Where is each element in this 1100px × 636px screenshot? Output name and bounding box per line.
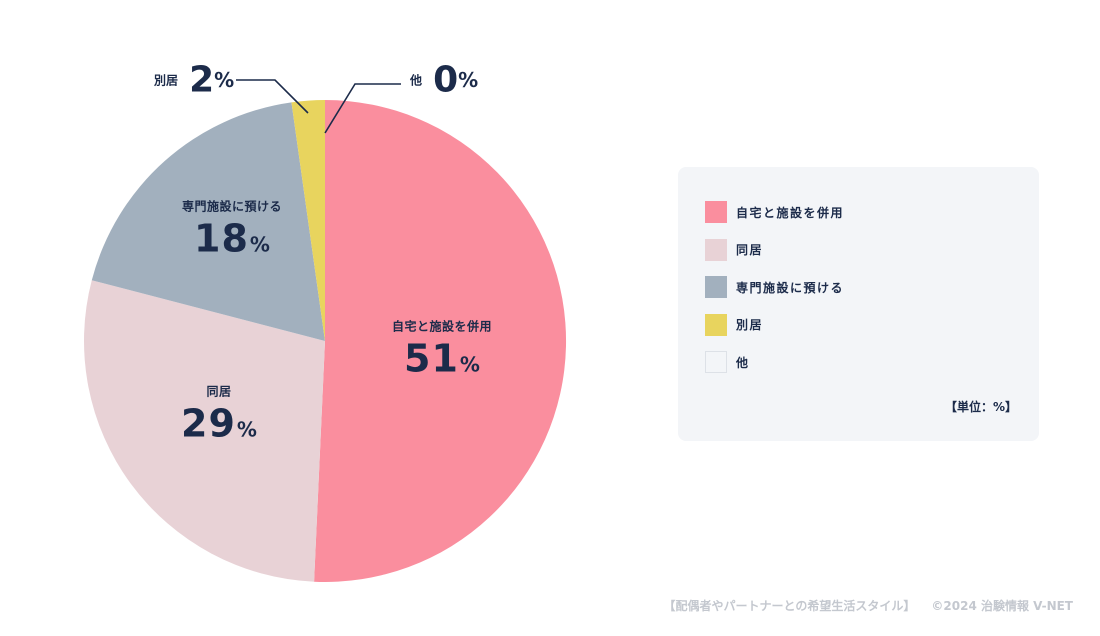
slice-name: 専門施設に預ける (181, 199, 283, 214)
callout-name: 他 (410, 73, 423, 88)
legend-label: 専門施設に預ける (736, 280, 845, 295)
slice-percent: 51 (404, 336, 459, 381)
footer-caption: 【配偶者やパートナーとの希望生活スタイル】 ©2024 治験情報 V-NET (648, 597, 1073, 614)
callout-separate: 別居 2% (154, 60, 234, 101)
legend-unit-note: 【単位：%】 (944, 400, 1017, 414)
leader-line-separate (236, 79, 309, 114)
legend-label: 他 (736, 355, 750, 370)
pie-slice-3 (291, 100, 325, 341)
legend-list: 自宅と施設を併用 同居 専門施設に預ける 別居 他 (705, 201, 844, 389)
slice-label-cohabit: 同居 29% (181, 383, 257, 446)
slice-percent: 29 (181, 401, 236, 446)
legend-swatch (705, 201, 727, 223)
legend-swatch (705, 351, 727, 373)
legend-item: 専門施設に預ける (705, 276, 844, 298)
pie-slice-2 (91, 102, 325, 341)
callout-name: 別居 (154, 73, 179, 88)
legend: 自宅と施設を併用 同居 専門施設に預ける 別居 他 【単位：%】 (678, 167, 1039, 441)
callout-other: 他 0% (410, 60, 478, 101)
legend-item: 自宅と施設を併用 (705, 201, 844, 223)
legend-swatch (705, 238, 727, 261)
slice-unit: % (249, 232, 270, 257)
legend-item: 別居 (705, 313, 844, 336)
slice-unit: % (236, 417, 257, 442)
pie-slice-0 (314, 100, 567, 582)
legend-label: 自宅と施設を併用 (736, 205, 845, 220)
footer-copyright: ©2024 治験情報 V-NET (931, 599, 1073, 613)
callout-percent: 2 (189, 59, 215, 101)
pie-slice-1 (83, 280, 325, 582)
slice-name: 同居 (206, 384, 232, 399)
leader-line-other (324, 83, 401, 134)
slice-percent: 18 (194, 216, 249, 261)
callout-unit: % (214, 68, 235, 92)
slice-unit: % (459, 352, 480, 377)
legend-swatch (705, 313, 727, 336)
legend-label: 同居 (736, 243, 764, 257)
pie-chart: 自宅と施設を併用 51% 同居 29% 専門施設に預ける 18% 別居 2% 他… (83, 60, 567, 582)
slice-name: 自宅と施設を併用 (391, 319, 493, 334)
legend-item: 同居 (705, 238, 844, 261)
pie-chart-svg (83, 79, 567, 582)
legend-label: 別居 (736, 318, 764, 332)
footer-source: 【配偶者やパートナーとの希望生活スタイル】 (663, 599, 916, 613)
callout-percent: 0 (433, 59, 459, 101)
slice-label-home-facility: 自宅と施設を併用 51% (392, 318, 492, 381)
callout-unit: % (458, 68, 479, 92)
slice-label-facility: 専門施設に預ける 18% (182, 198, 282, 261)
legend-item: 他 (705, 351, 844, 373)
legend-swatch (705, 276, 727, 298)
